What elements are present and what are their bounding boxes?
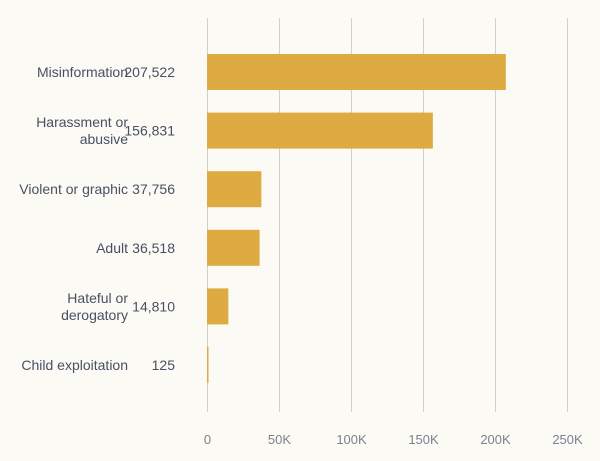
category-label: Child exploitation	[21, 357, 128, 373]
category-label-line: Misinformation	[37, 64, 128, 80]
category-label: Hateful or derogatory	[61, 290, 128, 323]
category-label: Misinformation	[37, 64, 128, 80]
category-label: Adult	[96, 240, 128, 256]
value-label: 14,810	[132, 298, 175, 314]
x-tick-label: 100K	[336, 432, 367, 447]
category-label: Violent or graphic	[19, 181, 128, 197]
x-tick-label: 50K	[268, 432, 291, 447]
category-label: Harassment or abusive	[36, 114, 128, 147]
category-label-line: Hateful or	[67, 290, 128, 306]
category-labels: Misinformation Harassment or abusive Violen…	[19, 64, 128, 373]
bar	[207, 288, 229, 325]
value-label: 207,522	[124, 64, 175, 80]
category-label-line: Harassment or	[36, 114, 128, 130]
value-label: 125	[152, 357, 176, 373]
value-labels: 207,522 156,831 37,756 36,518 14,810 125	[124, 64, 175, 373]
bars	[207, 54, 506, 383]
category-label-line: Adult	[96, 240, 128, 256]
bar	[207, 347, 209, 383]
value-label: 37,756	[132, 181, 175, 197]
x-tick-label: 0	[204, 432, 211, 447]
category-label-line: abusive	[80, 131, 128, 147]
bar	[207, 54, 506, 90]
bar	[207, 229, 260, 266]
x-tick-label: 250K	[552, 432, 583, 447]
category-label-line: Child exploitation	[21, 357, 128, 373]
category-label-line: derogatory	[61, 307, 128, 323]
value-label: 36,518	[132, 240, 175, 256]
bar	[207, 112, 433, 149]
category-label-line: Violent or graphic	[19, 181, 128, 197]
x-tick-label: 150K	[408, 432, 439, 447]
bar	[207, 171, 262, 208]
x-axis-tick-labels: 0 50K 100K 150K 200K 250K	[204, 432, 583, 447]
x-tick-label: 200K	[480, 432, 511, 447]
value-label: 156,831	[124, 123, 175, 139]
